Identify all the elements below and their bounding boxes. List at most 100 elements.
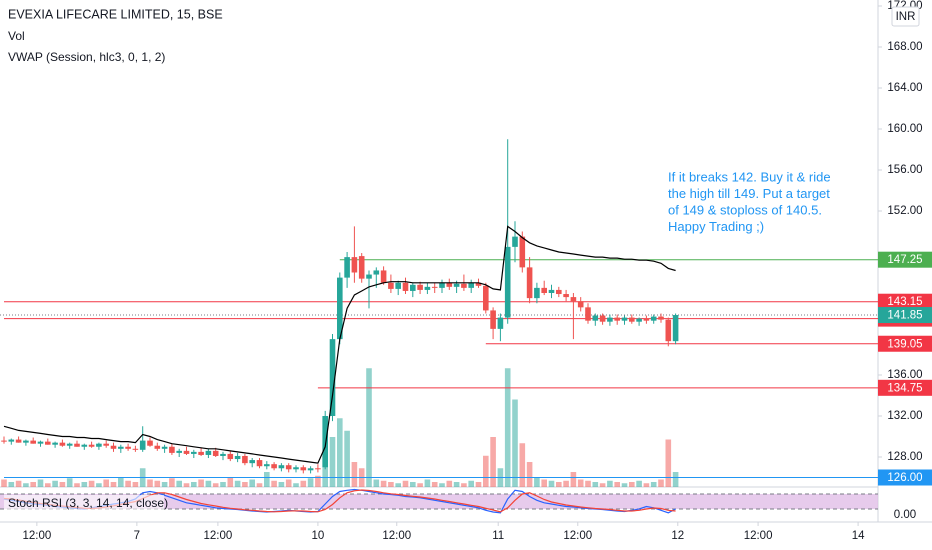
candle-body <box>351 257 358 273</box>
candle-body <box>636 318 642 322</box>
candle-body <box>461 283 467 288</box>
volume-bar <box>541 479 547 487</box>
candle-body <box>198 451 204 455</box>
candle-body <box>285 465 292 470</box>
volume-bar <box>380 480 387 487</box>
volume-bar <box>402 480 409 487</box>
price-badge-label: 134.75 <box>887 382 922 394</box>
candle-body <box>242 455 248 464</box>
x-tick-label: 12:00 <box>22 530 51 542</box>
volume-bar <box>234 480 241 487</box>
volume-bar <box>264 472 270 487</box>
candle-body <box>563 294 569 298</box>
x-tick-label: 11 <box>492 530 504 542</box>
price-pane <box>0 139 878 487</box>
volume-bar <box>475 482 482 487</box>
candle-body <box>402 282 409 291</box>
candle-body <box>650 316 657 321</box>
price-badge-label: 147.25 <box>887 254 922 266</box>
candle-body <box>103 443 109 446</box>
price-badge <box>878 307 932 324</box>
price-badge <box>878 469 932 486</box>
volume-bar <box>388 482 394 487</box>
candle-body <box>577 301 584 308</box>
stoch-legend: Stoch RSI (3, 3, 14, 14, close) <box>8 496 168 510</box>
candle-body <box>490 310 496 329</box>
volume-bar <box>1 479 7 487</box>
volume-bar <box>556 482 562 487</box>
candle-body <box>431 286 438 288</box>
volume-bar <box>629 482 635 487</box>
candle-body <box>665 319 672 342</box>
volume-bar <box>307 478 314 487</box>
candle-body <box>264 464 270 467</box>
price-badge <box>878 379 932 396</box>
candle-body <box>1 440 7 442</box>
volume-bar <box>37 479 44 487</box>
y-tick-label: 156.00 <box>887 164 922 176</box>
candle-body <box>139 440 146 450</box>
volume-bar <box>512 399 518 487</box>
candle-body <box>154 445 161 449</box>
candle-body <box>88 444 95 447</box>
volume-bar <box>161 482 168 487</box>
volume-bar <box>212 483 219 487</box>
volume-bar <box>110 482 117 487</box>
y-tick-label: 152.00 <box>887 205 922 217</box>
volume-bar <box>23 483 29 487</box>
y-tick-label: 168.00 <box>887 41 922 53</box>
candle-body <box>220 453 226 456</box>
volume-bar <box>15 480 22 487</box>
volume-bar <box>439 483 445 487</box>
volume-bar <box>227 477 234 487</box>
volume-bar <box>242 482 248 487</box>
x-tick-label: 12:00 <box>563 530 592 542</box>
vwap-legend: VWAP (Session, hlc3, 0, 1, 2) <box>8 50 165 64</box>
volume-bar <box>125 480 131 487</box>
annotation-line: the high till 149. Put a target <box>668 186 830 201</box>
candle-body <box>81 444 88 447</box>
volume-bar <box>650 482 657 487</box>
candle-body <box>541 287 547 293</box>
volume-bar <box>191 482 197 487</box>
volume-bar <box>147 479 153 487</box>
volume-bar <box>526 462 533 487</box>
volume-bar <box>636 480 642 487</box>
stoch-legend-bg <box>4 495 164 512</box>
candle-body <box>293 467 299 470</box>
candle-body <box>358 256 365 279</box>
volume-bar <box>599 483 606 487</box>
volume-bar <box>154 480 161 487</box>
candle-body <box>8 439 15 442</box>
candle-body <box>249 460 255 464</box>
volume-bar <box>81 482 88 487</box>
candle-body <box>110 445 117 449</box>
price-badge-label: 141.85 <box>887 310 922 322</box>
candle-body <box>672 315 679 342</box>
y-tick-label: 136.00 <box>887 369 922 381</box>
candle-body <box>607 317 613 322</box>
candle-body <box>118 446 124 449</box>
currency-box <box>891 6 920 27</box>
price-badge-label: 126.00 <box>887 472 922 484</box>
candle-body <box>45 441 51 445</box>
volume-bar <box>66 478 73 487</box>
candle-body <box>585 307 591 321</box>
candle-body <box>300 467 307 471</box>
annotation-line: If it breaks 142. Buy it & ride <box>668 169 831 184</box>
candle-body <box>315 468 321 470</box>
candle-body <box>658 316 664 320</box>
candle-body <box>439 282 445 288</box>
volume-bar <box>183 483 190 487</box>
candle-body <box>519 236 526 268</box>
volume-bar <box>424 479 431 487</box>
volume-bar <box>585 480 591 487</box>
volume-bar <box>373 479 380 487</box>
volume-bar <box>672 472 679 487</box>
price-badge <box>878 335 932 352</box>
volume-bar <box>417 483 423 487</box>
candle-body <box>497 317 504 329</box>
volume-bar <box>453 482 460 487</box>
candle-body <box>534 287 540 299</box>
